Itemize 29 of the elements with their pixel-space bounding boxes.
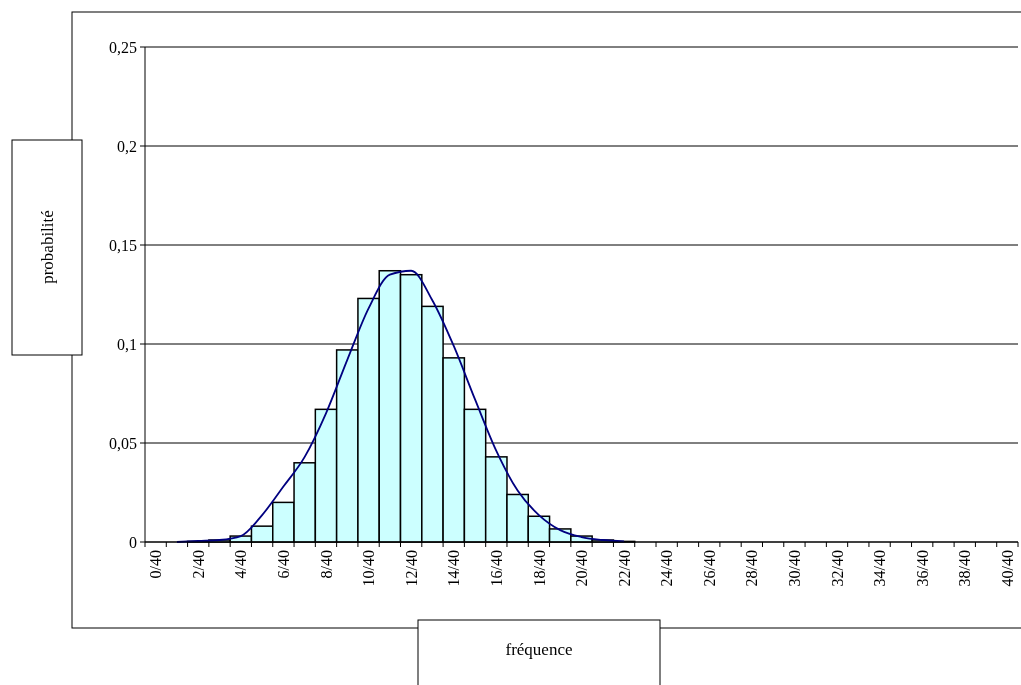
x-tick-label: 24/40	[658, 550, 676, 587]
x-axis-title: fréquence	[505, 639, 573, 659]
x-tick-label: 30/40	[786, 550, 804, 587]
x-tick-label: 10/40	[360, 550, 378, 587]
y-tick-label: 0	[129, 533, 137, 551]
x-tick-label: 4/40	[232, 550, 250, 579]
y-tick-label: 0,15	[109, 236, 137, 254]
x-tick-label: 0/40	[147, 550, 165, 579]
y-tick-label: 0,2	[117, 137, 137, 155]
x-tick-label: 18/40	[530, 550, 548, 587]
x-tick-label: 34/40	[871, 550, 889, 587]
y-axis-title: probabilité	[37, 210, 57, 284]
y-tick-label: 0,1	[117, 335, 137, 353]
y-tick-label: 0,05	[109, 434, 137, 452]
x-tick-label: 6/40	[275, 550, 292, 579]
x-tick-label: 40/40	[998, 550, 1016, 587]
x-tick-label: 22/40	[615, 550, 633, 587]
y-tick-label: 0,25	[109, 38, 137, 56]
x-tick-label: 36/40	[913, 550, 931, 587]
x-tick-label: 38/40	[956, 550, 974, 587]
x-tick-label: 16/40	[487, 550, 505, 587]
x-tick-label: 26/40	[700, 550, 718, 587]
x-tick-label: 28/40	[743, 550, 761, 587]
x-tick-label: 2/40	[189, 550, 207, 579]
x-tick-label: 8/40	[317, 550, 335, 579]
x-tick-label: 20/40	[573, 550, 591, 587]
x-tick-label: 32/40	[828, 550, 846, 587]
x-tick-label: 14/40	[445, 550, 463, 587]
x-tick-label: 12/40	[402, 550, 420, 587]
